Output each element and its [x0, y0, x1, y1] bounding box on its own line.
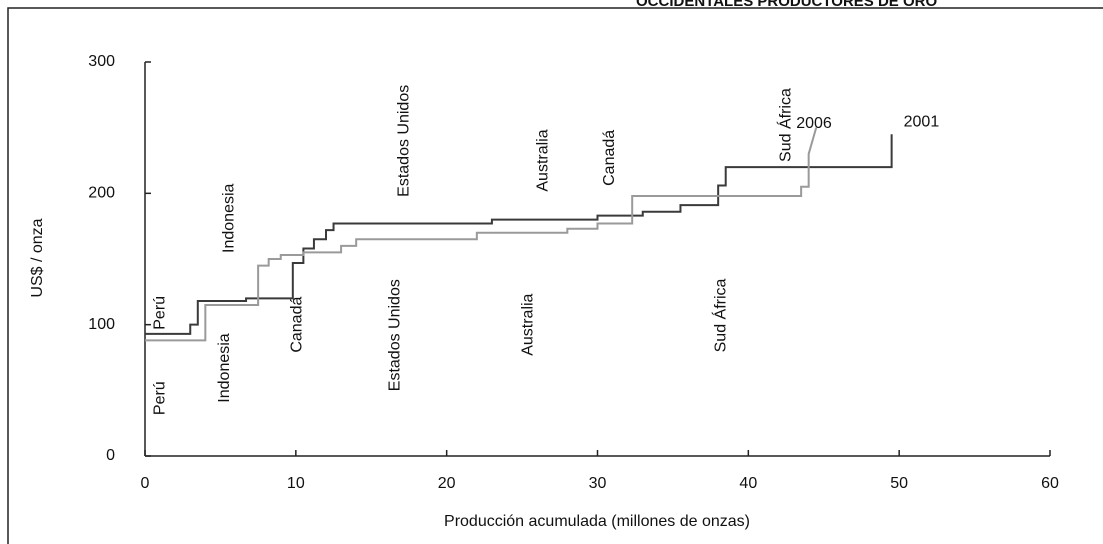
annotation: Australia: [534, 129, 551, 191]
annotation: Canadá: [601, 130, 618, 186]
x-tick-label: 30: [589, 475, 607, 492]
annotation: Perú: [151, 296, 168, 330]
annotation: Sud África: [710, 278, 729, 352]
series-label: 2001: [904, 113, 940, 130]
annotation: Canadá: [289, 297, 306, 353]
annotation: Estados Unidos: [387, 279, 404, 391]
y-tick-label: 300: [88, 53, 115, 70]
x-axis-label: Producción acumulada (millones de onzas): [444, 513, 750, 530]
x-tick-label: 0: [141, 475, 150, 492]
y-tick-label: 100: [88, 316, 115, 333]
series-label: 2006: [796, 115, 832, 132]
frame: [7, 7, 1103, 544]
annotation: Indonesia: [221, 183, 238, 252]
x-tick-label: 60: [1041, 475, 1059, 492]
annotation: Australia: [519, 293, 536, 355]
x-tick-label: 20: [438, 475, 456, 492]
annotation: Perú: [151, 381, 168, 415]
y-tick-label: 0: [106, 447, 115, 464]
y-tick-label: 200: [88, 185, 115, 202]
chart-title: OCCIDENTALES PRODUCTORES DE ORO: [636, 0, 937, 10]
y-axis-label: US$ / onza: [29, 218, 46, 297]
series-line: [145, 127, 818, 342]
annotation: Indonesia: [216, 333, 233, 402]
x-tick-label: 10: [287, 475, 305, 492]
x-tick-label: 50: [890, 475, 908, 492]
annotation: Estados Unidos: [396, 85, 413, 197]
x-tick-label: 40: [739, 475, 757, 492]
series-line: [145, 134, 893, 335]
annotation: Sud África: [775, 88, 794, 162]
